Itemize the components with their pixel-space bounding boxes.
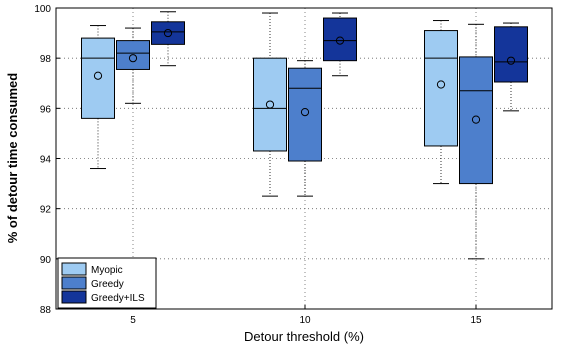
box-greedy-plus-ils-5 (151, 11, 185, 67)
x-tick-label: 5 (130, 315, 136, 326)
mean-marker (163, 28, 173, 38)
y-tick-label: 100 (34, 4, 51, 15)
y-tick-label: 94 (40, 155, 52, 166)
box-body (151, 21, 185, 45)
legend-swatch (61, 276, 87, 290)
legend-label: Myopic (91, 265, 123, 276)
legend-swatch (61, 262, 87, 276)
y-axis-title: % of detour time consumed (5, 73, 20, 244)
legend: Myopic Greedy Greedy+ILS (57, 257, 157, 309)
box-myopic-5 (81, 25, 115, 170)
box-myopic-10 (253, 12, 287, 197)
y-tick-label: 96 (40, 104, 52, 115)
x-tick-label: 10 (299, 315, 311, 326)
box-body (323, 17, 357, 62)
box-groups (81, 11, 528, 260)
legend-label: Greedy+ILS (91, 293, 145, 304)
mean-marker (265, 100, 275, 109)
box-greedy-plus-ils-15 (494, 22, 528, 112)
mean-marker (506, 56, 516, 65)
legend-label: Greedy (91, 279, 124, 290)
box-greedy-5 (116, 27, 150, 104)
y-tick-label: 88 (40, 305, 52, 316)
x-axis-title: Detour threshold (%) (244, 329, 364, 344)
mean-marker (128, 54, 138, 63)
mean-marker (335, 36, 345, 45)
box-body (81, 37, 115, 119)
box-myopic-15 (424, 20, 458, 185)
mean-marker (471, 115, 481, 124)
x-tick-label: 15 (470, 315, 482, 326)
box-body (459, 56, 493, 185)
box-greedy-10 (288, 60, 322, 197)
box-body (494, 26, 528, 83)
y-axis-ticks: 88 90 92 94 96 98 100 (34, 4, 60, 316)
legend-swatch (61, 290, 87, 304)
mean-marker (436, 80, 446, 89)
y-tick-label: 98 (40, 54, 52, 65)
y-tick-label: 92 (40, 205, 52, 216)
box-body (288, 67, 322, 162)
box-greedy-plus-ils-10 (323, 12, 357, 77)
box-body (253, 57, 287, 152)
box-greedy-15 (459, 23, 493, 260)
y-tick-label: 90 (40, 255, 52, 266)
mean-marker (300, 107, 310, 117)
mean-marker (93, 71, 103, 80)
